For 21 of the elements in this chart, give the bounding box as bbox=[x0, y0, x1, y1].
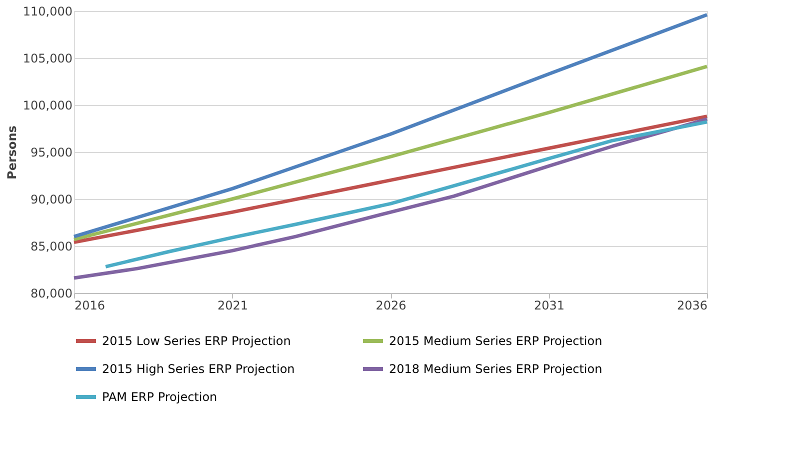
legend-label: 2015 Low Series ERP Projection bbox=[102, 334, 291, 348]
y-tick-label: 80,000 bbox=[30, 286, 72, 300]
legend-label: 2018 Medium Series ERP Projection bbox=[389, 362, 602, 376]
y-tick-label: 105,000 bbox=[22, 52, 72, 66]
y-tick-label: 85,000 bbox=[30, 240, 72, 254]
x-tick-label: 2031 bbox=[534, 298, 565, 312]
x-tick-label: 2016 bbox=[74, 298, 106, 312]
legend-label: 2015 Medium Series ERP Projection bbox=[389, 334, 602, 348]
x-tick-label: 2036 bbox=[676, 298, 708, 312]
y-tick-label: 100,000 bbox=[22, 98, 72, 112]
x-tick-label: 2026 bbox=[376, 298, 406, 312]
y-tick-label: 95,000 bbox=[30, 146, 72, 160]
line-series bbox=[72, 114, 709, 244]
legend-label: 2015 High Series ERP Projection bbox=[102, 362, 295, 376]
line-series bbox=[72, 13, 709, 238]
y-tick-label: 110,000 bbox=[22, 4, 72, 18]
y-tick-label: 90,000 bbox=[30, 192, 72, 206]
legend-label: PAM ERP Projection bbox=[102, 390, 218, 404]
x-tick-label: 2021 bbox=[217, 298, 248, 312]
y-axis-title: Persons bbox=[4, 126, 19, 180]
line-series bbox=[72, 64, 709, 242]
